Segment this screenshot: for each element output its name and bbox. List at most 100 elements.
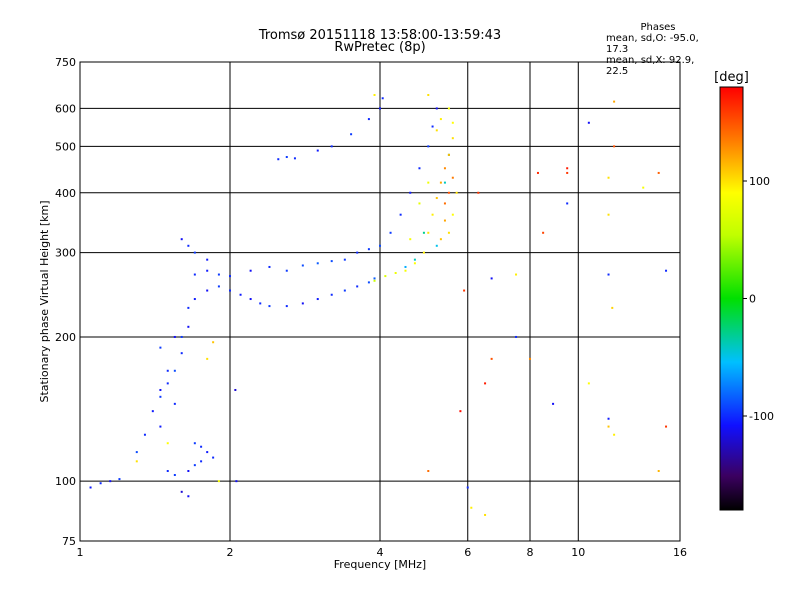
data-point-o	[285, 305, 288, 308]
data-point-x	[373, 93, 376, 96]
data-point-o	[350, 133, 353, 136]
data-point-x	[484, 513, 487, 516]
data-point-x	[384, 275, 387, 278]
data-point-o	[607, 273, 610, 276]
data-point-x	[418, 202, 421, 205]
data-point-o	[235, 480, 238, 483]
data-point-o	[343, 289, 346, 292]
data-point-o	[316, 298, 319, 301]
data-point-o	[249, 298, 252, 301]
data-point-o	[268, 265, 271, 268]
data-point-o	[187, 495, 190, 498]
data-point-o	[413, 258, 416, 261]
data-point-o	[239, 293, 242, 296]
y-tick-label: 200	[55, 331, 76, 344]
data-point-o	[277, 158, 280, 161]
data-point-x	[447, 231, 450, 234]
data-point-x	[443, 202, 446, 205]
data-point-o	[187, 244, 190, 247]
data-point-o	[217, 273, 220, 276]
data-point-x	[404, 269, 407, 272]
data-point-o	[422, 231, 425, 234]
y-axis-label: Stationary phase Virtual Height [km]	[38, 200, 51, 402]
data-point-o	[159, 425, 162, 428]
data-point-x	[665, 425, 668, 428]
data-point-x	[587, 382, 590, 385]
data-point-x	[447, 191, 450, 194]
data-point-o	[193, 251, 196, 254]
data-point-o	[343, 258, 346, 261]
data-point-x	[166, 442, 169, 445]
chart-subtitle: RwPretec (8p)	[334, 40, 426, 55]
data-point-o	[381, 97, 384, 100]
data-point-o	[665, 269, 668, 272]
data-point-o	[212, 456, 215, 459]
data-point-o	[118, 478, 121, 481]
data-point-o	[330, 293, 333, 296]
data-point-o	[180, 335, 183, 338]
data-point-o	[379, 107, 381, 110]
data-point-x	[427, 181, 430, 184]
data-point-o	[229, 289, 231, 292]
y-tick-label: 300	[55, 247, 76, 260]
data-point-o	[490, 277, 493, 280]
data-point-x	[422, 251, 425, 254]
data-point-o	[373, 277, 376, 280]
x-tick-label: 2	[227, 546, 234, 559]
data-point-o	[193, 298, 196, 301]
data-point-x	[613, 100, 616, 103]
data-point-o	[187, 325, 190, 328]
data-point-x	[135, 460, 138, 463]
data-point-o	[206, 258, 209, 261]
data-point-x	[394, 271, 397, 274]
data-point-o	[316, 262, 319, 265]
data-point-o	[285, 269, 288, 272]
data-point-x	[409, 238, 412, 241]
data-point-x	[470, 506, 473, 509]
data-point-x	[435, 197, 438, 200]
data-point-o	[285, 156, 288, 159]
data-point-o	[418, 167, 421, 170]
data-point-x	[484, 382, 487, 385]
phase-stats-x: mean, sd,X: 92.9, 22.5	[606, 55, 695, 77]
data-point-o	[367, 281, 370, 284]
data-point-o	[316, 149, 319, 152]
y-tick-label: 400	[55, 187, 76, 200]
data-point-x	[443, 219, 446, 222]
data-point-o	[135, 451, 138, 454]
data-point-o	[206, 289, 209, 292]
colorbar-unit-label: [deg]	[714, 70, 749, 85]
data-point-x	[217, 480, 220, 483]
x-tick-label: 10	[571, 546, 585, 559]
data-point-o	[367, 118, 370, 121]
data-point-o	[187, 306, 190, 309]
data-point-x	[642, 186, 645, 189]
x-axis-label: Frequency [MHz]	[334, 558, 426, 571]
data-point-x	[427, 93, 430, 96]
data-point-o	[515, 335, 518, 338]
data-point-x	[529, 357, 531, 360]
data-point-x	[439, 181, 442, 184]
data-point-o	[166, 470, 169, 473]
data-point-o	[552, 402, 555, 405]
x-tick-label: 1	[77, 546, 84, 559]
data-point-x	[490, 357, 493, 360]
data-point-o	[217, 285, 220, 288]
data-point-o	[379, 244, 381, 247]
data-point-o	[259, 302, 262, 305]
data-point-o	[173, 402, 176, 405]
data-point-x	[435, 129, 438, 132]
data-point-x	[477, 191, 480, 194]
x-tick-label: 6	[464, 546, 471, 559]
y-tick-label: 500	[55, 140, 76, 153]
colorbar-ticks: 100 0 -100	[743, 175, 774, 423]
data-point-o	[435, 244, 438, 247]
data-point-o	[330, 145, 333, 148]
data-point-o	[443, 181, 446, 184]
data-point-o	[249, 269, 252, 272]
data-point-x	[212, 341, 215, 344]
phase-stats-box: Phases mean, sd,O: -95.0, 17.3 mean, sd,…	[606, 22, 710, 77]
data-point-x	[206, 357, 209, 360]
data-point-o	[356, 251, 359, 254]
data-point-o	[404, 265, 407, 268]
